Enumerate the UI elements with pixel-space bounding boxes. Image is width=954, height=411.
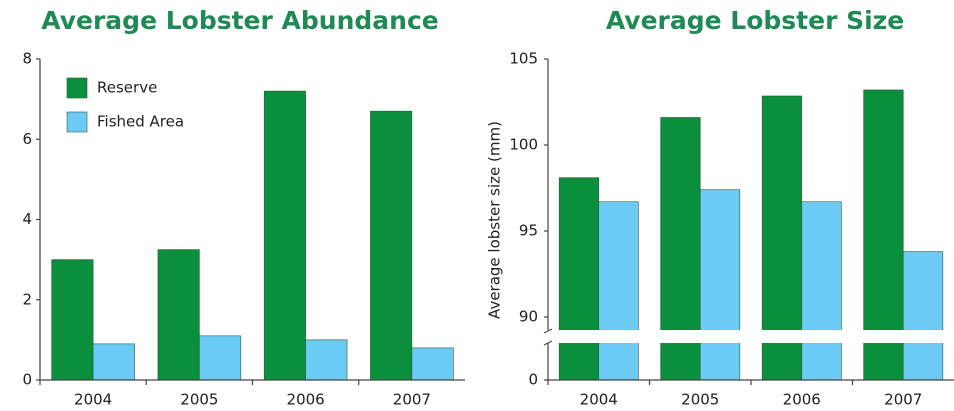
- x-tick-label: 2005: [681, 391, 719, 409]
- chart-title: Average Lobster Abundance: [41, 6, 438, 35]
- bar: [370, 110, 413, 381]
- bar: [157, 249, 200, 381]
- bar: [305, 339, 348, 381]
- bar: [902, 251, 944, 381]
- axis-break: [540, 330, 954, 343]
- x-tick-label: 2007: [884, 391, 922, 409]
- bar: [558, 177, 600, 381]
- y-tick-label: 8: [22, 50, 32, 68]
- x-tick-label: 2006: [783, 391, 821, 409]
- bar: [263, 90, 306, 381]
- bar: [801, 201, 842, 381]
- y-tick-label: 6: [22, 130, 32, 148]
- bar: [411, 347, 454, 381]
- legend-swatch: [66, 77, 88, 99]
- axis-break-mark: [543, 328, 553, 346]
- x-tick-label: 2007: [393, 391, 431, 409]
- x-tick-label: 2004: [580, 391, 618, 409]
- bar: [598, 201, 639, 381]
- bar: [51, 259, 94, 381]
- y-tick-label: 95: [519, 222, 538, 240]
- chart-title: Average Lobster Size: [606, 6, 904, 35]
- y-tick-label: 90: [519, 308, 538, 326]
- x-tick-label: 2004: [74, 391, 112, 409]
- x-tick-label: 2006: [287, 391, 325, 409]
- bar: [92, 343, 135, 381]
- x-tick-label: 2005: [180, 391, 218, 409]
- y-axis-label: Average lobster size (mm): [486, 121, 504, 319]
- bar: [699, 189, 741, 381]
- y-tick-label: 105: [509, 50, 538, 68]
- y-tick-label: 4: [22, 210, 32, 228]
- legend-label: Reserve: [97, 79, 157, 97]
- bar: [199, 335, 242, 381]
- legend-swatch: [66, 111, 88, 133]
- legend-label: Fished Area: [97, 113, 184, 131]
- y-tick-label: 100: [509, 136, 538, 154]
- y-tick-label: 2: [22, 290, 32, 308]
- y-tick-label: 0: [22, 371, 32, 389]
- y-tick-label: 0: [528, 371, 538, 389]
